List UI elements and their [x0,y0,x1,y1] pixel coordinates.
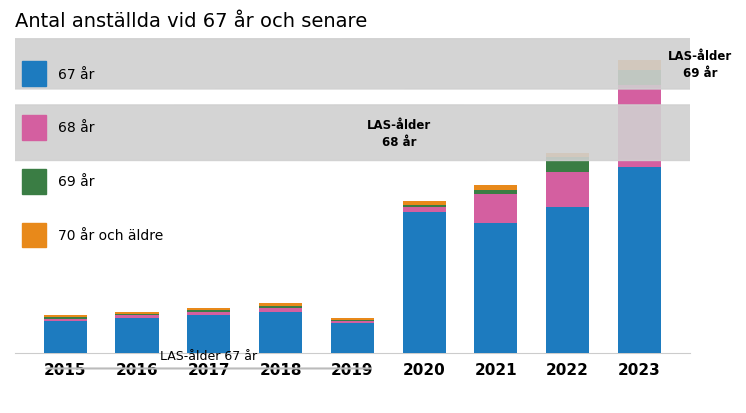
Bar [474,194,518,223]
Bar [403,202,445,205]
Bar [44,319,87,321]
Bar [116,312,159,314]
Text: 67 år: 67 år [58,67,95,81]
Bar [474,223,518,353]
Text: 70 år och äldre: 70 år och äldre [58,228,163,242]
Bar [403,213,445,353]
Text: 68 år: 68 år [58,121,95,135]
Bar [618,61,661,71]
Bar [44,316,87,318]
Bar [116,316,159,318]
Bar [546,207,589,353]
Bar [618,168,661,353]
Bar [187,311,231,313]
Bar [403,205,445,208]
Text: Antal anställda vid 67 år och senare: Antal anställda vid 67 år och senare [15,12,367,31]
Bar [330,321,374,324]
Bar [187,313,231,316]
Bar [330,324,374,353]
Text: 69 år: 69 år [58,175,95,189]
Text: LAS-ålder 67 år: LAS-ålder 67 år [160,349,257,362]
Bar [44,318,87,319]
Bar [474,185,518,190]
Bar [546,173,589,207]
Bar [403,208,445,213]
Bar [259,312,302,353]
Bar [618,86,661,168]
Bar [116,314,159,316]
Bar [187,316,231,353]
Bar [259,306,302,308]
Bar [259,303,302,306]
Bar [474,190,518,194]
Circle shape [0,106,746,161]
Bar [330,320,374,321]
Bar [116,318,159,353]
Bar [187,308,231,311]
Text: LAS-ålder
68 år: LAS-ålder 68 år [367,119,431,148]
Text: LAS-ålder
69 år: LAS-ålder 69 år [668,50,733,80]
Bar [546,157,589,173]
Bar [330,318,374,320]
Circle shape [0,40,746,90]
Bar [546,154,589,157]
Bar [44,321,87,353]
Bar [259,308,302,312]
Bar [618,71,661,86]
